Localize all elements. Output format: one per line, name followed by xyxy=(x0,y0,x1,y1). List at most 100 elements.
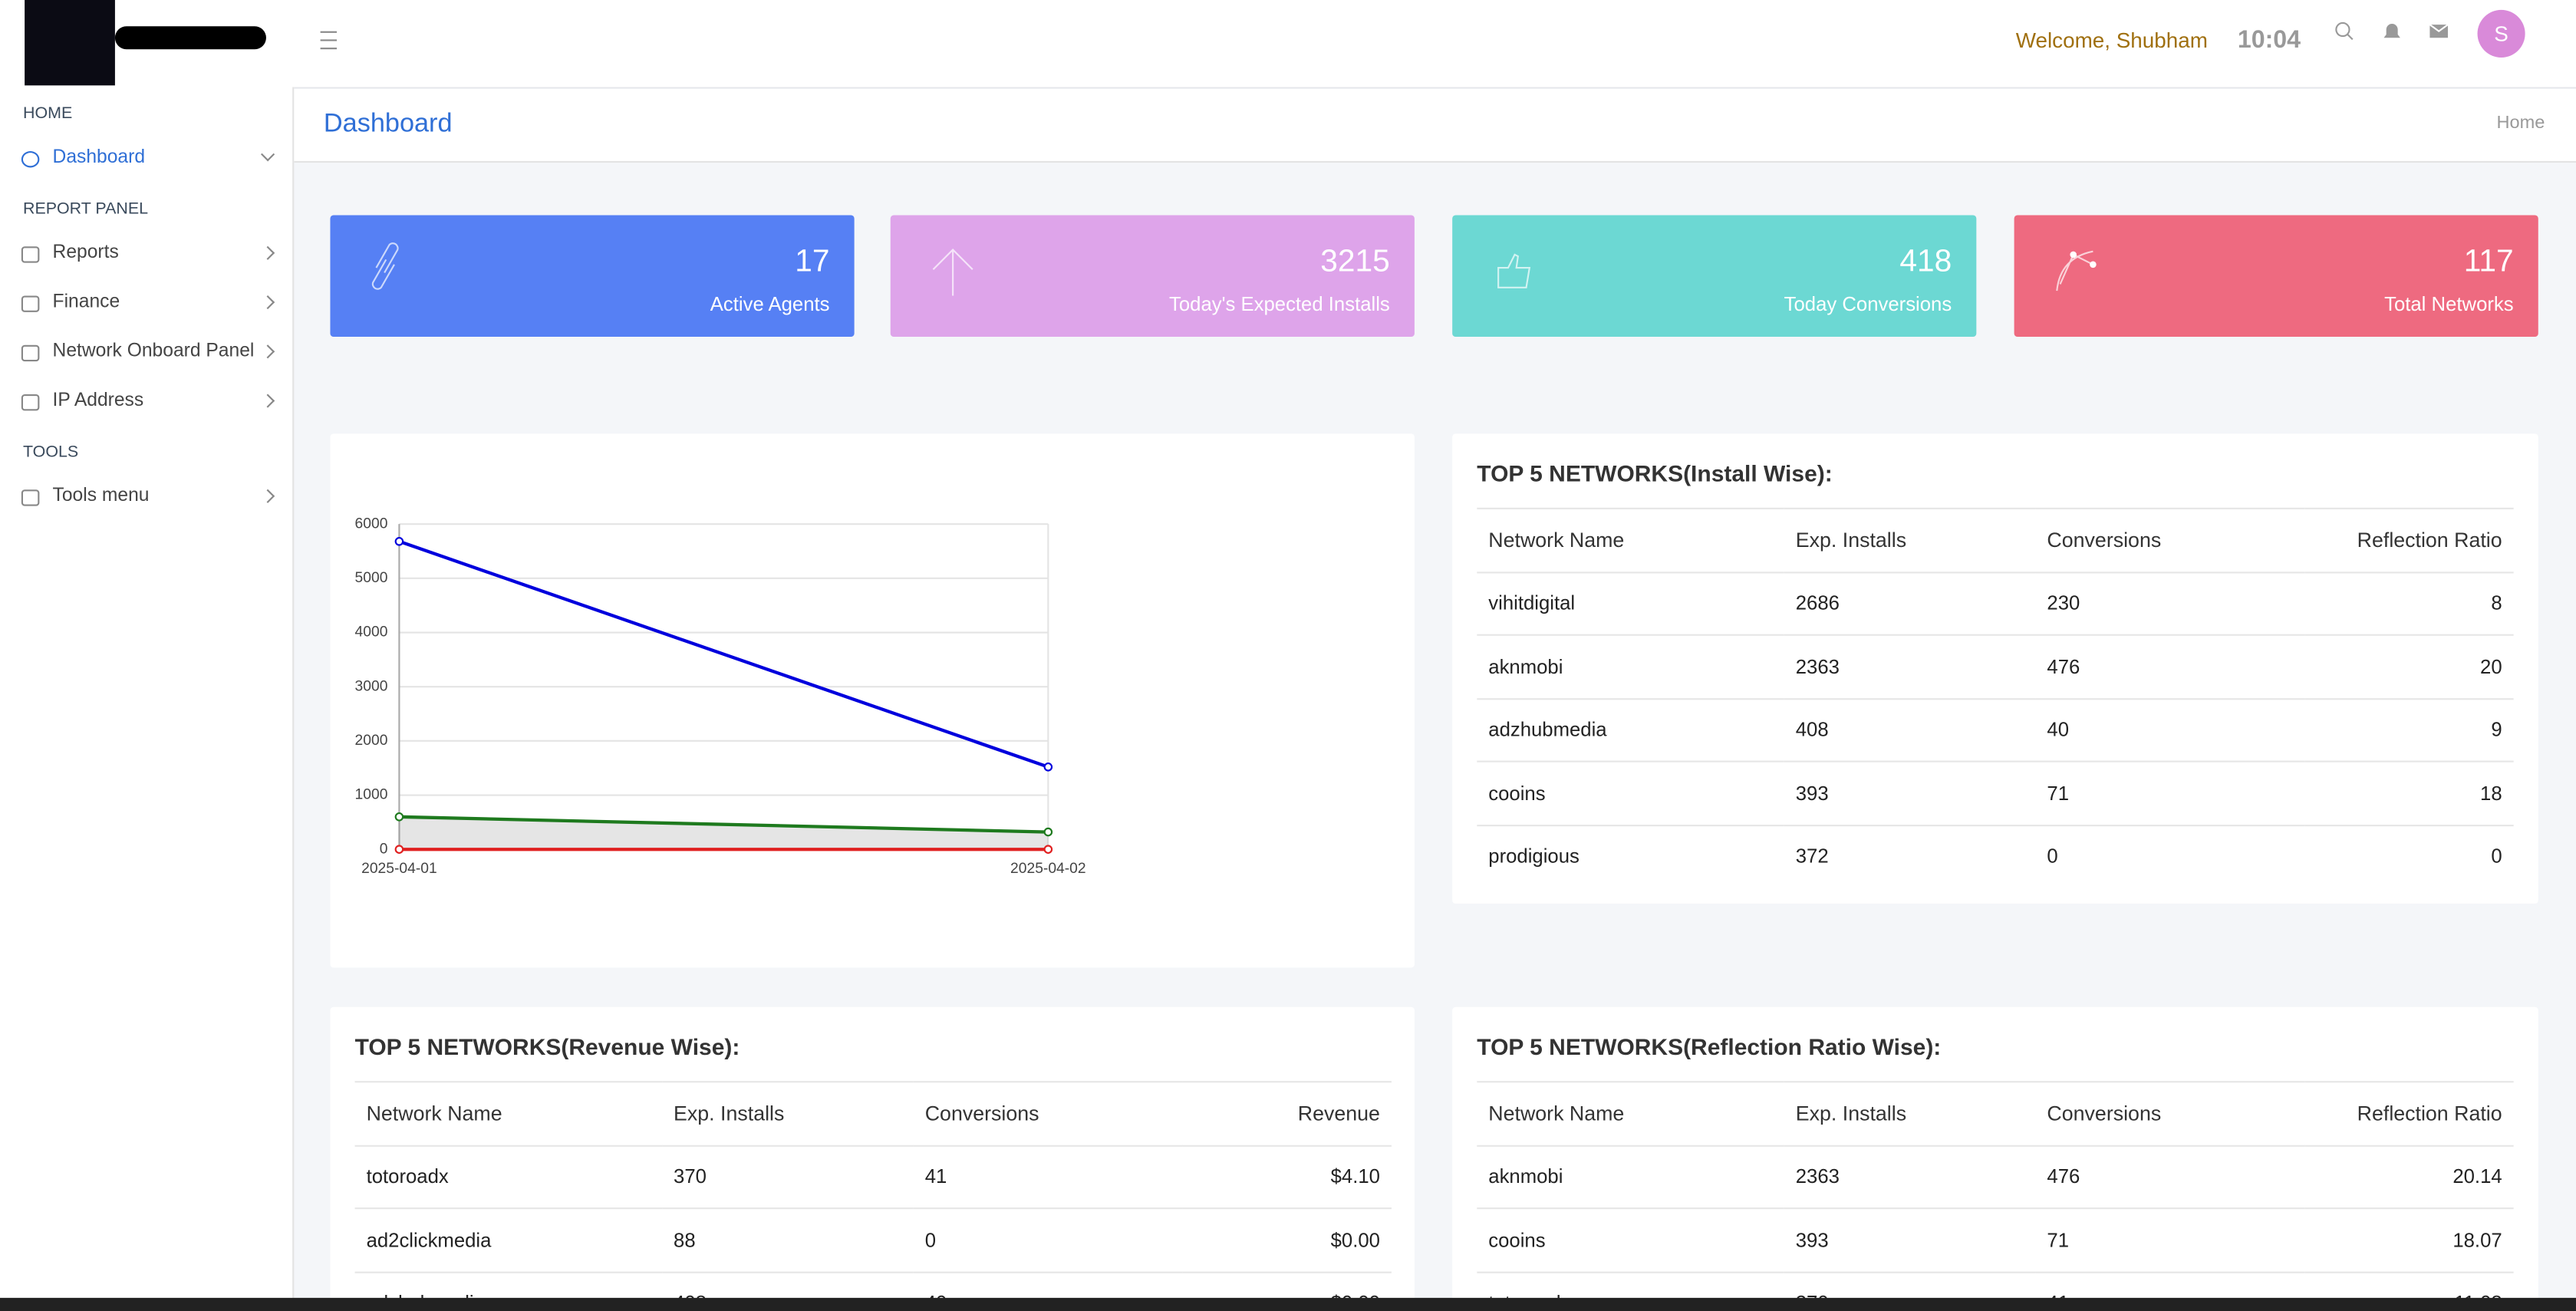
cell: 9 xyxy=(2304,697,2514,762)
column-header: Conversions xyxy=(2035,507,2305,572)
point xyxy=(1043,845,1053,854)
sidebar: HOME Dashboard REPORT PANEL Reports Finance N… xyxy=(0,87,295,1311)
area xyxy=(399,816,1049,850)
page-title: Dashboard xyxy=(323,110,453,138)
column-header: Revenue xyxy=(1182,1081,1392,1145)
column-header: Network Name xyxy=(354,1081,663,1145)
cell: 18.07 xyxy=(2304,1207,2514,1272)
table-row: vihitdigital 2686 230 8 xyxy=(1477,571,2514,635)
stat-card: 418 Today Conversions xyxy=(1452,215,1977,338)
table-row: prodigious 372 0 0 xyxy=(1477,824,2514,888)
welcome: Welcome, Shubham xyxy=(2015,28,2208,53)
logo xyxy=(25,0,115,86)
table-header: Network Name Exp. Installs Conversions Refl… xyxy=(1477,507,2514,572)
table: Network Name Exp. Installs Conversions Refl… xyxy=(1477,507,2514,888)
sidebar-item[interactable]: Reports xyxy=(0,229,292,278)
cell: 476 xyxy=(2035,634,2305,699)
table-row: totoroadx 370 41 $4.10 xyxy=(354,1144,1392,1209)
point xyxy=(1043,827,1053,837)
cell: 476 xyxy=(2035,1144,2305,1209)
line xyxy=(398,539,1049,769)
table-panel: TOP 5 NETWORKS(Reflection Ratio Wise): Ne… xyxy=(1452,1006,2538,1311)
card-icon xyxy=(371,242,399,290)
column-header: Network Name xyxy=(1477,507,1784,572)
table-row: aknmobi 2363 476 20 xyxy=(1477,634,2514,699)
card-label: Active Agents xyxy=(710,292,830,316)
column-header: Conversions xyxy=(2035,1081,2305,1145)
cell: cooins xyxy=(1477,760,1784,825)
cell: 2686 xyxy=(1784,571,2036,635)
menu-toggle[interactable] xyxy=(320,31,338,50)
table-row: adzhubmedia 408 40 9 xyxy=(1477,697,2514,762)
header: Welcome, Shubham 10:04 S xyxy=(0,0,2576,89)
stat-card: 3215 Today's Expected Installs xyxy=(890,215,1415,338)
sidebar-item[interactable]: Tools menu xyxy=(0,472,292,521)
stat-card: 117 Total Networks xyxy=(2014,215,2538,338)
page-title-bar: Dashboard Home xyxy=(294,88,2576,163)
avatar[interactable]: S xyxy=(2477,9,2525,58)
table-panel: TOP 5 NETWORKS(Install Wise): Network Nam… xyxy=(1452,433,2538,904)
cell: prodigious xyxy=(1477,824,1784,888)
cell: cooins xyxy=(1477,1207,1784,1272)
cell: vihitdigital xyxy=(1477,571,1784,635)
table-header: Network Name Exp. Installs Conversions Reve… xyxy=(354,1081,1392,1145)
stat-card: 17 Active Agents xyxy=(330,215,855,338)
column-header: Exp. Installs xyxy=(1784,1081,2036,1145)
point xyxy=(394,537,404,546)
y-tick-label: 4000 xyxy=(355,624,388,641)
table: Network Name Exp. Installs Conversions Reve… xyxy=(354,1081,1392,1311)
chart-panel: 0 1000 2000 3000 4000 5000 6000 2025-04-01 2025-… xyxy=(330,433,1415,968)
cell: 408 xyxy=(1784,697,2036,762)
cell: 8 xyxy=(2304,571,2514,635)
table-title: TOP 5 NETWORKS(Install Wise): xyxy=(1477,460,1833,486)
table-row: aknmobi 2363 476 20.14 xyxy=(1477,1144,2514,1209)
header-icons[interactable] xyxy=(2333,20,2464,46)
cell: 0 xyxy=(2304,824,2514,888)
cell: 370 xyxy=(662,1144,914,1209)
x-tick-label: 2025-04-01 xyxy=(361,861,437,877)
sidebar-item[interactable]: Finance xyxy=(0,278,292,327)
cell: 71 xyxy=(2035,760,2305,825)
y-tick-label: 6000 xyxy=(355,516,388,532)
cell: 393 xyxy=(1784,1207,2036,1272)
chart: 0 1000 2000 3000 4000 5000 6000 2025-04-01 2025-… xyxy=(355,516,1086,877)
table-title: TOP 5 NETWORKS(Revenue Wise): xyxy=(354,1033,740,1060)
column-header: Conversions xyxy=(913,1081,1183,1145)
table-title: TOP 5 NETWORKS(Reflection Ratio Wise): xyxy=(1477,1033,1942,1060)
line xyxy=(399,815,1049,834)
cell: 88 xyxy=(662,1207,914,1272)
cell: 71 xyxy=(2035,1207,2305,1272)
cell: aknmobi xyxy=(1477,634,1784,699)
y-tick-label: 3000 xyxy=(355,678,388,694)
bottom-bar xyxy=(0,1297,2576,1311)
cell: 20 xyxy=(2304,634,2514,699)
card-label: Today Conversions xyxy=(1784,292,1952,316)
point xyxy=(394,845,404,854)
column-header: Exp. Installs xyxy=(662,1081,914,1145)
cell: 372 xyxy=(1784,824,2036,888)
cell: 40 xyxy=(2035,697,2305,762)
y-tick-label: 1000 xyxy=(355,787,388,803)
table: Network Name Exp. Installs Conversions Refl… xyxy=(1477,1081,2514,1311)
card-value: 3215 xyxy=(1320,245,1390,280)
sidebar-section: TOOLS xyxy=(22,443,79,462)
cell: 230 xyxy=(2035,571,2305,635)
card-icon xyxy=(2056,250,2097,292)
sidebar-item[interactable]: Network Onboard Panel xyxy=(0,327,292,376)
sidebar-item[interactable]: IP Address xyxy=(0,376,292,425)
cell: 41 xyxy=(913,1144,1183,1209)
cell: totoroadx xyxy=(354,1144,663,1209)
cell: $0.00 xyxy=(1182,1207,1392,1272)
table-row: ad2clickmedia 88 0 $0.00 xyxy=(354,1207,1392,1272)
cell: $4.10 xyxy=(1182,1144,1392,1209)
sidebar-section: REPORT PANEL xyxy=(22,200,149,219)
table-row: cooins 393 71 18.07 xyxy=(1477,1207,2514,1272)
cell: 393 xyxy=(1784,760,2036,825)
cell: ad2clickmedia xyxy=(354,1207,663,1272)
card-icon xyxy=(932,249,973,296)
sidebar-item[interactable]: Dashboard xyxy=(0,133,292,182)
cell: 0 xyxy=(913,1207,1183,1272)
card-label: Today's Expected Installs xyxy=(1169,292,1390,316)
breadcrumb[interactable]: Home xyxy=(2496,113,2545,133)
